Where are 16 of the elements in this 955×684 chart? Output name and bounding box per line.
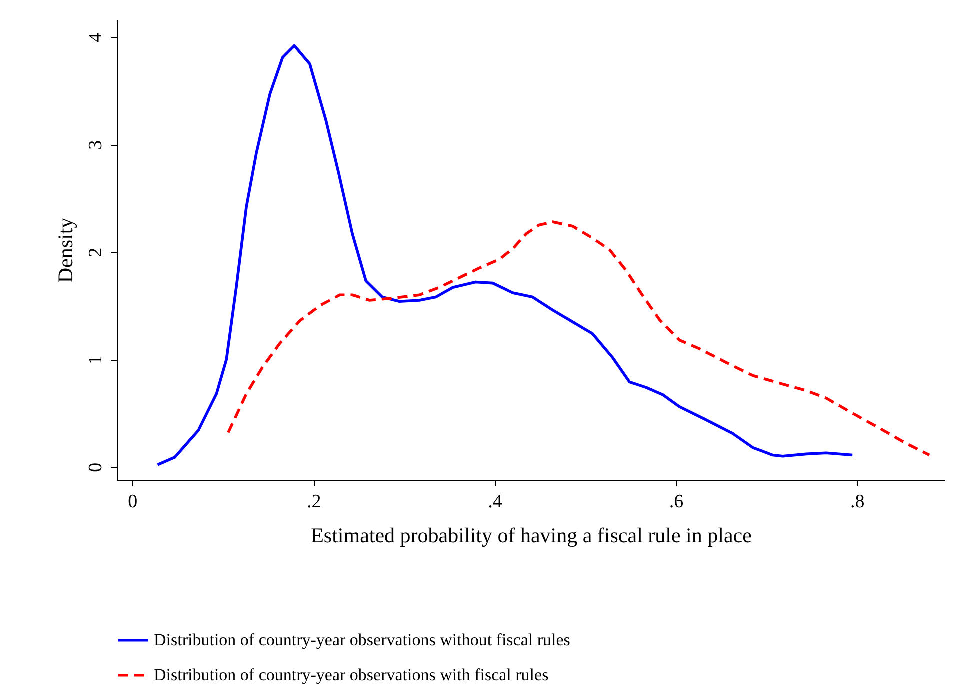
y-tick-label: 0 [86,462,106,472]
y-tick-label: 2 [86,248,106,258]
y-tick-label: 1 [86,355,106,365]
line-series [156,44,854,466]
x-axis-title: Estimated probability of having a fiscal rule in place [311,524,752,548]
legend-label: Distribution of country-year observations without fiscal rules [154,630,570,650]
legend-label: Distribution of country-year observations with fiscal rules [154,666,549,684]
x-tick-label: 0 [128,492,138,512]
y-tick-label: 4 [86,32,106,42]
line-series [227,220,931,457]
x-tick-label: .2 [306,492,322,512]
x-tick-label: .8 [850,492,865,512]
y-tick-label: 3 [86,140,106,150]
x-tick-label: .6 [669,492,684,512]
y-axis-title: Density [54,217,78,284]
x-tick-label: .4 [488,492,503,512]
